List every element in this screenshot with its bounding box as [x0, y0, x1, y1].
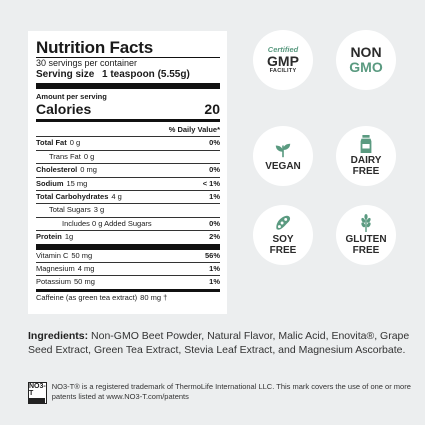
wheat-icon — [361, 214, 371, 232]
nutrient-row: Total Sugars 3 g — [36, 203, 220, 216]
divider-medium — [36, 119, 220, 122]
nutrient-dv: 0% — [209, 218, 220, 228]
gmp-certified-text: Certified — [267, 44, 299, 54]
nutrient-amount: 4 mg — [77, 264, 95, 274]
dairy-free-line2: FREE — [352, 166, 380, 177]
ingredients-text: Non-GMO Beet Powder, Natural Flavor, Mal… — [28, 330, 410, 356]
nutrient-name: Protein — [36, 232, 62, 242]
dairy-free-line1: DAIRY — [350, 155, 382, 166]
nutrient-amount: 50 mg — [71, 250, 93, 260]
nutrient-row: Caffeine (as green tea extract) 80 mg † — [36, 292, 220, 304]
gluten-free-line1: GLUTEN — [345, 234, 387, 245]
nutrient-amount: 4 g — [111, 192, 122, 202]
nutrient-dv: 1% — [209, 277, 220, 287]
nutrient-name: Vitamin C — [36, 250, 69, 260]
divider-medium — [36, 288, 220, 292]
nutrient-row: Protein 1g 2% — [36, 230, 220, 243]
nutrient-name: Total Carbohydrates — [36, 192, 109, 202]
nutrient-row: Includes 0 g Added Sugars 0% — [36, 216, 220, 230]
leaf-icon — [275, 143, 291, 157]
no3t-logo-bar — [29, 398, 46, 403]
servings-per-container: 30 servings per container — [36, 58, 138, 68]
gluten-free-badge: GLUTEN FREE — [336, 205, 396, 265]
calories-label: Calories — [36, 101, 92, 117]
nutrient-name: Total Fat — [36, 138, 67, 148]
daily-value-header-text: % Daily Value* — [168, 125, 220, 134]
daily-value-header: % Daily Value* — [36, 124, 220, 136]
nutrient-amount: 15 mg — [66, 178, 88, 188]
no3t-logo: NO3-T — [28, 382, 47, 404]
divider — [36, 57, 220, 58]
serving-size-label: Serving size — [36, 69, 95, 80]
nutrient-name: Potassium — [36, 277, 72, 287]
nutrient-dv: 0% — [209, 165, 220, 175]
ingredients-block: Ingredients: Non-GMO Beet Powder, Natura… — [28, 329, 418, 357]
amount-per-serving: Amount per serving — [36, 92, 107, 101]
soy-free-badge: SOY FREE — [253, 205, 313, 265]
nutrient-name: Total Sugars — [49, 205, 91, 215]
non-gmo-bottom-text: GMO — [349, 59, 383, 75]
dairy-free-badge: DAIRY FREE — [336, 126, 396, 186]
divider-thick — [36, 243, 220, 250]
nutrient-amount: 80 mg † — [140, 292, 168, 302]
no3t-logo-text: NO3-T — [29, 383, 46, 397]
soy-free-line2: FREE — [269, 245, 297, 256]
nutrient-dv: 2% — [209, 232, 220, 242]
trademark-text: NO3-T® is a registered trademark of Ther… — [51, 382, 411, 401]
calories-row: Calories 20 — [36, 101, 220, 117]
soybean-icon — [276, 215, 291, 230]
milk-carton-icon — [360, 135, 372, 153]
nutrient-dv: < 1% — [202, 178, 220, 188]
soy-free-line1: SOY — [272, 234, 294, 245]
nutrient-dv: 1% — [209, 264, 220, 274]
nutrient-name: Trans Fat — [49, 151, 81, 161]
gluten-free-line2: FREE — [352, 245, 380, 256]
nutrition-facts-panel: Nutrition Facts 30 servings per containe… — [28, 31, 227, 314]
serving-size: Serving size 1 teaspoon (5.55g) — [36, 69, 220, 81]
nutrient-row: Sodium 15 mg < 1% — [36, 176, 220, 190]
nutrient-amount: 3 g — [93, 205, 105, 215]
nutrient-amount: 0 g — [83, 151, 95, 161]
calories-value: 20 — [204, 101, 220, 117]
nutrition-title: Nutrition Facts — [36, 38, 153, 57]
vegan-text: VEGAN — [265, 160, 301, 172]
nutrient-amount: 0 g — [69, 138, 81, 148]
nutrient-row: Potassium 50 mg 1% — [36, 275, 220, 288]
nutrient-name: Sodium — [36, 178, 64, 188]
gmp-badge: Certified GMP FACILITY — [253, 30, 313, 90]
nutrient-row: Trans Fat 0 g — [36, 149, 220, 163]
ingredients-label: Ingredients: — [28, 330, 89, 342]
nutrient-row: Total Fat 0 g 0% — [36, 136, 220, 149]
nutrient-row: Cholesterol 0 mg 0% — [36, 163, 220, 176]
non-gmo-badge: NON GMO — [336, 30, 396, 90]
nutrient-amount: 50 mg — [74, 277, 95, 287]
non-gmo-top-text: NON — [350, 44, 382, 60]
trademark-notice: NO3-T NO3-T® is a registered trademark o… — [28, 382, 418, 404]
nutrient-dv: 56% — [204, 250, 220, 260]
nutrient-dv: 1% — [209, 192, 220, 202]
nutrient-name: Caffeine (as green tea extract) — [36, 292, 138, 302]
serving-size-value: 1 teaspoon (5.55g) — [102, 69, 190, 80]
divider-thick — [36, 83, 220, 89]
nutrient-amount: 0 mg — [80, 165, 97, 175]
nutrient-name: Includes 0 g Added Sugars — [62, 218, 152, 228]
nutrient-row: Magnesium 4 mg 1% — [36, 262, 220, 275]
nutrient-name: Cholesterol — [36, 165, 78, 175]
vegan-badge: VEGAN — [253, 126, 313, 186]
nutrient-name: Magnesium — [36, 264, 75, 274]
nutrient-row: Total Carbohydrates 4 g 1% — [36, 190, 220, 203]
nutrient-dv: 0% — [209, 138, 220, 148]
gmp-main-text: GMP — [267, 52, 299, 69]
gmp-facility-text: FACILITY — [269, 67, 297, 74]
nutrient-row: Vitamin C 50 mg 56% — [36, 250, 220, 262]
nutrient-amount: 1g — [64, 232, 74, 242]
